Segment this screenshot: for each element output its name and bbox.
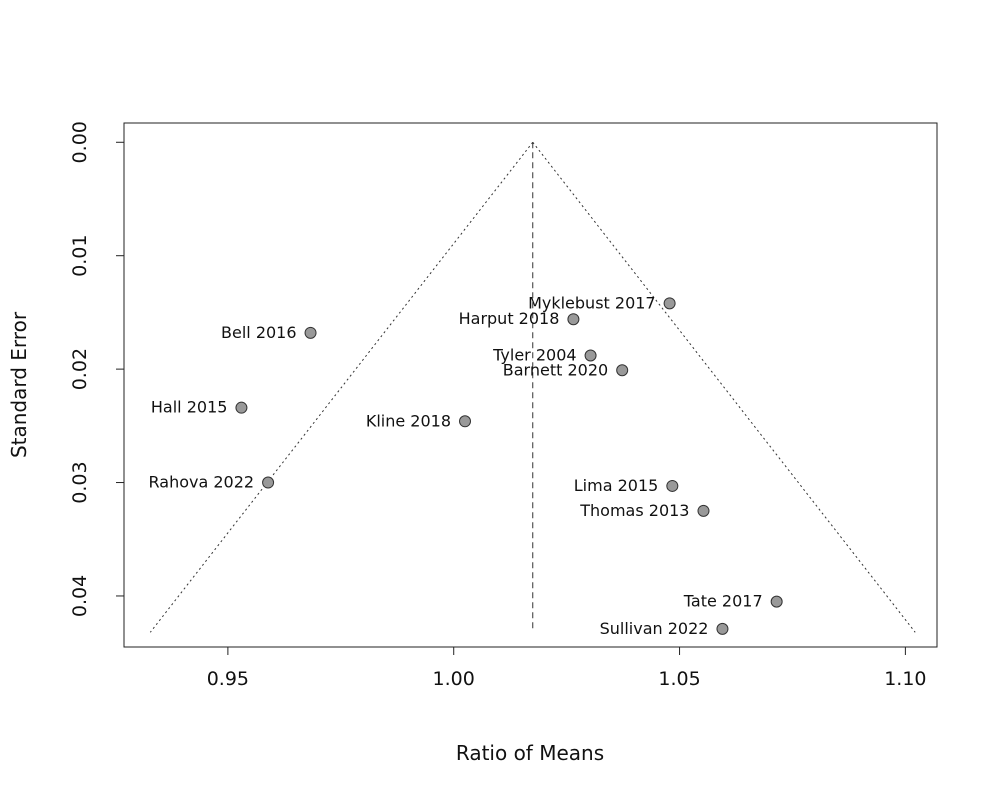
point-label: Sullivan 2022 [600,619,709,638]
x-tick-label: 1.05 [658,668,700,690]
funnel-left-limit [149,141,534,633]
x-axis-label: Ratio of Means [456,741,604,765]
x-tick-label: 0.95 [207,668,249,690]
point-label: Barnett 2020 [503,360,608,379]
y-axis-label: Standard Error [7,311,31,458]
point-label: Myklebust 2017 [528,293,656,312]
plot-frame [123,122,938,648]
point-label: Tyler 2004 [492,346,576,365]
data-point [716,622,729,635]
point-label: Lima 2015 [574,476,659,495]
y-tick-label: 0.02 [69,348,91,390]
y-tick-label: 0.01 [69,235,91,277]
data-point [459,415,472,428]
x-axis: 0.95 1.00 1.05 1.10 [207,647,927,690]
data-points [235,297,783,635]
point-label: Bell 2016 [221,323,297,342]
funnel-lines [149,141,916,633]
x-tick-label: 1.00 [433,668,475,690]
data-point [262,476,275,489]
point-label: Kline 2018 [366,411,451,430]
y-axis: 0.00 0.01 0.02 0.03 0.04 [69,121,124,617]
point-label: Tate 2017 [683,592,763,611]
y-tick-label: 0.03 [69,461,91,503]
y-tick-label: 0.00 [69,121,91,163]
data-point [770,595,783,608]
point-label: Harput 2018 [459,309,560,328]
x-tick-label: 1.10 [884,668,926,690]
point-label: Thomas 2013 [579,501,689,520]
data-point [235,401,248,414]
funnel-right-limit [532,141,916,633]
data-point [616,364,629,377]
data-point [304,326,317,339]
data-point [567,313,580,326]
data-point [584,349,597,362]
y-tick-label: 0.04 [69,575,91,617]
data-point [697,504,710,517]
point-label: Hall 2015 [151,398,228,417]
point-label: Rahova 2022 [149,473,255,492]
data-point [663,297,676,310]
data-point [666,479,679,492]
